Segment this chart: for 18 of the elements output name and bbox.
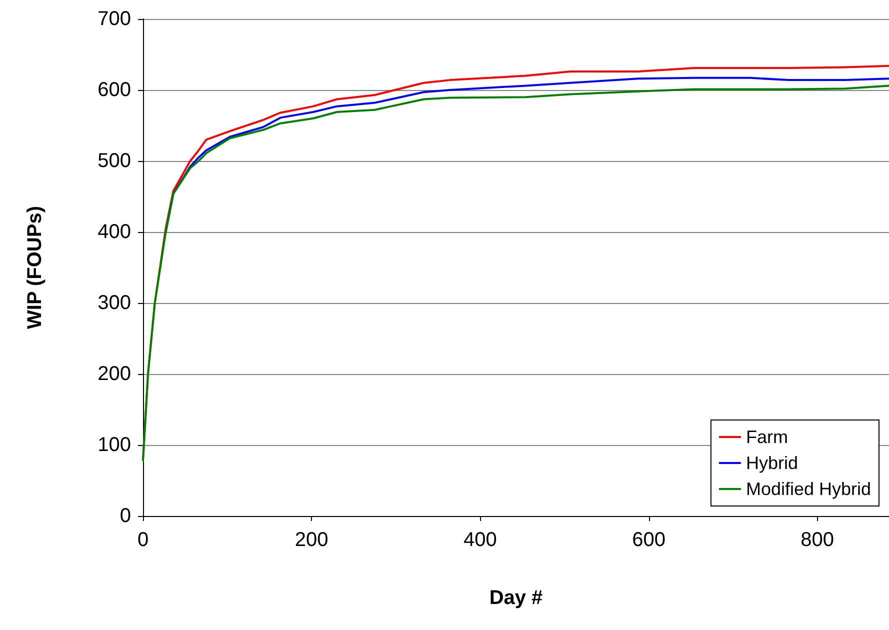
y-tick-label: 300 xyxy=(98,292,131,314)
y-tick-label: 600 xyxy=(98,79,131,101)
legend-label: Hybrid xyxy=(746,453,798,473)
x-tick-label: 200 xyxy=(294,529,328,551)
y-tick-label: 100 xyxy=(98,434,131,456)
y-axis-title: WIP (FOUPs) xyxy=(24,206,46,329)
legend-label: Modified Hybrid xyxy=(746,479,872,499)
y-tick-label: 700 xyxy=(98,8,131,30)
y-tick-label: 400 xyxy=(98,221,131,243)
x-tick-label: 600 xyxy=(632,529,666,551)
y-tick-label: 0 xyxy=(120,505,131,527)
x-axis-title: Day # xyxy=(489,587,543,609)
x-tick-label: 400 xyxy=(463,529,497,551)
x-tick-label: 0 xyxy=(137,529,149,551)
legend-label: Farm xyxy=(746,427,788,447)
y-tick-label: 200 xyxy=(98,363,131,385)
y-tick-label: 500 xyxy=(98,150,131,172)
x-tick-label: 800 xyxy=(800,529,834,551)
